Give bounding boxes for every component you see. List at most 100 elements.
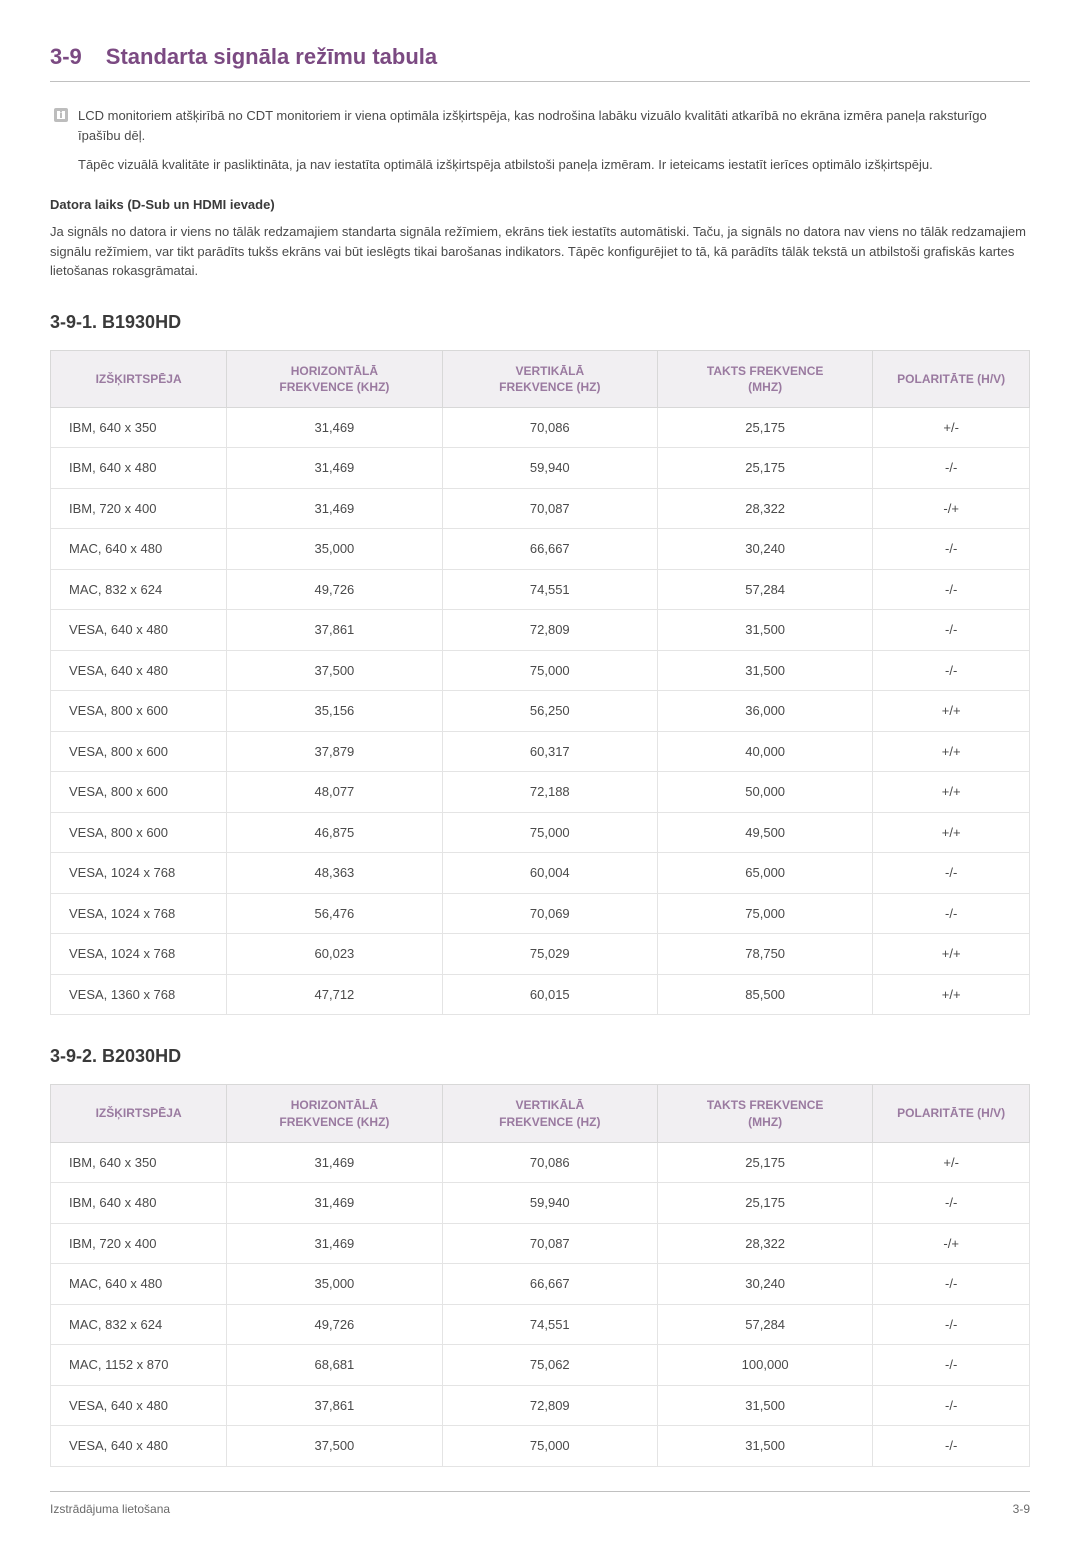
signal-mode-table: IZŠĶIRTSPĒJAHORIZONTĀLĀFREKVENCE (KHZ)VE…	[50, 350, 1030, 1016]
table-cell: VESA, 640 x 480	[51, 650, 227, 691]
table-cell: -/-	[873, 1304, 1030, 1345]
table-cell: 65,000	[657, 853, 872, 894]
table-cell: VESA, 800 x 600	[51, 691, 227, 732]
table-cell: 31,500	[657, 1426, 872, 1467]
table-cell: MAC, 832 x 624	[51, 1304, 227, 1345]
table-cell: 75,000	[442, 650, 657, 691]
table-cell: IBM, 640 x 480	[51, 448, 227, 489]
column-header: VERTIKĀLĀFREKVENCE (HZ)	[442, 1085, 657, 1142]
table-cell: VESA, 640 x 480	[51, 610, 227, 651]
column-header: POLARITĀTE (H/V)	[873, 1085, 1030, 1142]
table-cell: -/-	[873, 1345, 1030, 1386]
table-cell: 31,469	[227, 488, 442, 529]
table-cell: IBM, 640 x 350	[51, 1142, 227, 1183]
table-cell: 50,000	[657, 772, 872, 813]
table-cell: +/+	[873, 731, 1030, 772]
table-cell: VESA, 800 x 600	[51, 772, 227, 813]
table-cell: 60,015	[442, 974, 657, 1015]
table-cell: 59,940	[442, 448, 657, 489]
table-row: MAC, 640 x 48035,00066,66730,240-/-	[51, 1264, 1030, 1305]
table-row: VESA, 800 x 60046,87575,00049,500+/+	[51, 812, 1030, 853]
table-cell: 49,726	[227, 569, 442, 610]
table-cell: 25,175	[657, 407, 872, 448]
table-cell: 57,284	[657, 569, 872, 610]
table-cell: 31,469	[227, 1142, 442, 1183]
table-row: VESA, 640 x 48037,86172,80931,500-/-	[51, 1385, 1030, 1426]
pc-timing-heading: Datora laiks (D-Sub un HDMI ievade)	[50, 195, 1030, 215]
table-cell: 35,000	[227, 1264, 442, 1305]
table-cell: 35,156	[227, 691, 442, 732]
subsection-title: 3-9-1. B1930HD	[50, 309, 1030, 336]
table-cell: IBM, 720 x 400	[51, 488, 227, 529]
section-number: 3-9	[50, 40, 82, 73]
table-cell: 70,069	[442, 893, 657, 934]
table-cell: MAC, 832 x 624	[51, 569, 227, 610]
table-cell: 74,551	[442, 569, 657, 610]
tables-container: 3-9-1. B1930HDIZŠĶIRTSPĒJAHORIZONTĀLĀFRE…	[50, 309, 1030, 1467]
table-row: VESA, 640 x 48037,50075,00031,500-/-	[51, 1426, 1030, 1467]
table-row: MAC, 832 x 62449,72674,55157,284-/-	[51, 1304, 1030, 1345]
footer-right: 3-9	[1013, 1500, 1030, 1518]
table-cell: 30,240	[657, 1264, 872, 1305]
table-cell: 60,023	[227, 934, 442, 975]
table-cell: 37,500	[227, 1426, 442, 1467]
table-cell: 37,500	[227, 650, 442, 691]
table-cell: 30,240	[657, 529, 872, 570]
table-cell: 56,250	[442, 691, 657, 732]
table-cell: 66,667	[442, 1264, 657, 1305]
table-row: VESA, 800 x 60048,07772,18850,000+/+	[51, 772, 1030, 813]
table-row: IBM, 640 x 35031,46970,08625,175+/-	[51, 1142, 1030, 1183]
table-cell: 46,875	[227, 812, 442, 853]
table-cell: 59,940	[442, 1183, 657, 1224]
table-row: MAC, 640 x 48035,00066,66730,240-/-	[51, 529, 1030, 570]
table-cell: 49,726	[227, 1304, 442, 1345]
table-cell: 78,750	[657, 934, 872, 975]
section-header: 3-9 Standarta signāla režīmu tabula	[50, 40, 1030, 82]
table-cell: 72,809	[442, 610, 657, 651]
column-header: IZŠĶIRTSPĒJA	[51, 350, 227, 407]
table-cell: +/+	[873, 974, 1030, 1015]
column-header: POLARITĀTE (H/V)	[873, 350, 1030, 407]
table-cell: 68,681	[227, 1345, 442, 1386]
table-cell: 48,363	[227, 853, 442, 894]
table-cell: 100,000	[657, 1345, 872, 1386]
table-cell: 37,861	[227, 610, 442, 651]
column-header: TAKTS FREKVENCE(MHZ)	[657, 1085, 872, 1142]
column-header: TAKTS FREKVENCE(MHZ)	[657, 350, 872, 407]
table-cell: 31,469	[227, 1223, 442, 1264]
table-cell: 56,476	[227, 893, 442, 934]
table-cell: 57,284	[657, 1304, 872, 1345]
table-row: VESA, 1024 x 76860,02375,02978,750+/+	[51, 934, 1030, 975]
table-cell: -/-	[873, 893, 1030, 934]
table-cell: IBM, 640 x 480	[51, 1183, 227, 1224]
table-row: MAC, 1152 x 87068,68175,062100,000-/-	[51, 1345, 1030, 1386]
table-cell: -/-	[873, 1385, 1030, 1426]
table-cell: -/-	[873, 650, 1030, 691]
section-title: Standarta signāla režīmu tabula	[106, 40, 437, 73]
table-cell: 28,322	[657, 1223, 872, 1264]
table-cell: 37,861	[227, 1385, 442, 1426]
table-row: IBM, 640 x 48031,46959,94025,175-/-	[51, 448, 1030, 489]
table-cell: 72,188	[442, 772, 657, 813]
table-cell: 75,000	[442, 1426, 657, 1467]
table-cell: 60,004	[442, 853, 657, 894]
table-cell: +/+	[873, 812, 1030, 853]
table-cell: -/-	[873, 1264, 1030, 1305]
signal-mode-table: IZŠĶIRTSPĒJAHORIZONTĀLĀFREKVENCE (KHZ)VE…	[50, 1084, 1030, 1466]
table-cell: 75,000	[657, 893, 872, 934]
table-cell: -/-	[873, 1183, 1030, 1224]
table-cell: 25,175	[657, 448, 872, 489]
table-cell: 75,029	[442, 934, 657, 975]
table-cell: VESA, 640 x 480	[51, 1426, 227, 1467]
column-header: HORIZONTĀLĀFREKVENCE (KHZ)	[227, 1085, 442, 1142]
table-cell: 31,500	[657, 650, 872, 691]
table-cell: 48,077	[227, 772, 442, 813]
table-row: VESA, 1024 x 76856,47670,06975,000-/-	[51, 893, 1030, 934]
table-cell: VESA, 1024 x 768	[51, 893, 227, 934]
table-cell: 37,879	[227, 731, 442, 772]
table-cell: 31,469	[227, 448, 442, 489]
table-cell: +/-	[873, 407, 1030, 448]
table-row: VESA, 800 x 60035,15656,25036,000+/+	[51, 691, 1030, 732]
table-cell: 40,000	[657, 731, 872, 772]
table-cell: -/-	[873, 1426, 1030, 1467]
